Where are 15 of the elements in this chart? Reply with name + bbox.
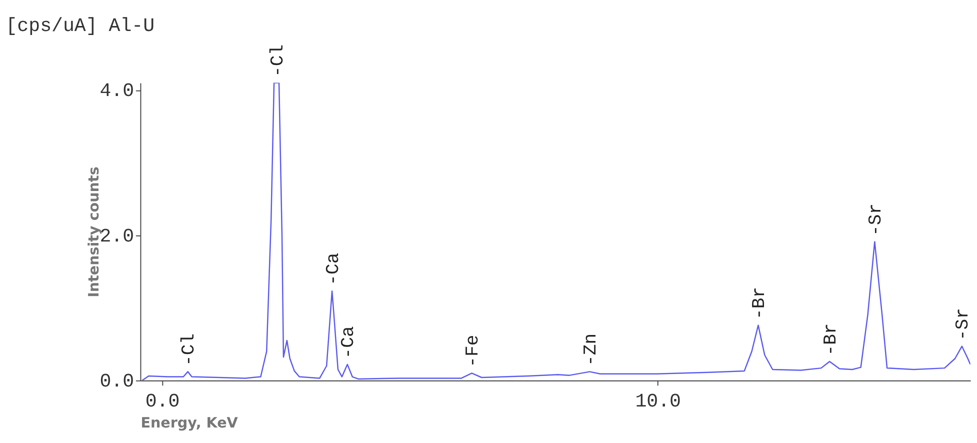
chart-title: [cps/uA] Al-U bbox=[6, 15, 155, 38]
annotation: -Ca bbox=[339, 326, 360, 359]
y-tick-label: 0.0 bbox=[100, 370, 134, 393]
y-tick-label: 4.0 bbox=[100, 80, 134, 102]
annotation: -Sr bbox=[954, 308, 974, 341]
annotation: -Fe bbox=[464, 334, 484, 368]
x-tick-label: 10.0 bbox=[635, 390, 681, 413]
annotation: -Br bbox=[750, 286, 770, 320]
annotation: -Cl bbox=[180, 333, 200, 366]
annotation: -Zn bbox=[581, 333, 602, 366]
annotation: -Cl bbox=[268, 44, 288, 77]
annotation: -Br bbox=[821, 323, 842, 356]
x-axis-title: Energy, KeV bbox=[140, 416, 238, 432]
annotation: -Sr bbox=[866, 203, 886, 236]
annotation: -Ca bbox=[324, 252, 344, 286]
